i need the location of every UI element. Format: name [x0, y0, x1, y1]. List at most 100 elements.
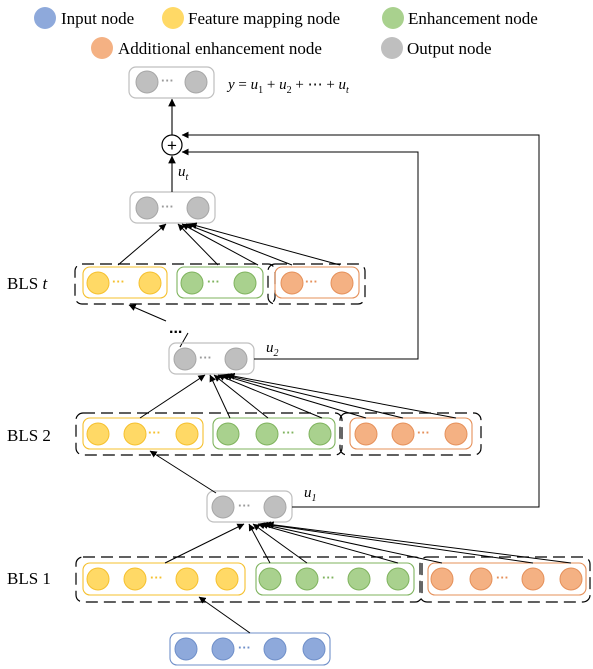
- output-node: [263, 495, 287, 519]
- bls-t-output-group: ···: [129, 191, 216, 224]
- bls-t-enhancement-group: ···: [176, 266, 264, 299]
- node-ellipsis: ···: [496, 570, 509, 585]
- enhancement-node: [308, 422, 332, 446]
- node-ellipsis: ···: [238, 640, 251, 655]
- u2-to-sum-connector: [181, 148, 419, 360]
- bls-t-additional-dashed-box: [267, 263, 366, 305]
- output-node: [173, 347, 197, 371]
- input-to-bls-1-arrow: [198, 596, 251, 634]
- bls-2-label: BLS 2: [7, 426, 51, 445]
- final-output-box: [128, 66, 215, 99]
- bls-2-output-group: ···: [168, 342, 255, 375]
- u1-label: u1: [304, 485, 317, 504]
- additional-node: [469, 567, 493, 591]
- legend-feature-label: Feature mapping node: [188, 9, 340, 28]
- node-ellipsis: ···: [161, 199, 174, 214]
- additional-node: [430, 567, 454, 591]
- enhancement-node: [386, 567, 410, 591]
- bls-1-dashed-box: [75, 556, 423, 603]
- feature-node: [123, 422, 147, 446]
- feature-node: [123, 567, 147, 591]
- input-group: ···: [169, 632, 331, 666]
- feature-node: [86, 422, 110, 446]
- legend-enhancement-swatch: [382, 7, 404, 29]
- enhancement-node: [216, 422, 240, 446]
- bls-2-enhancement-group: ···: [212, 417, 336, 450]
- final-output-group: ···: [128, 66, 215, 99]
- bls-2-additional-group: ···: [349, 417, 473, 450]
- ut-label: ut: [178, 164, 189, 183]
- legend-input-swatch: [34, 7, 56, 29]
- svg-text:+: +: [167, 136, 177, 155]
- output-node: [211, 495, 235, 519]
- bls-1-output-group: ···: [206, 490, 293, 523]
- node-ellipsis: ···: [417, 425, 430, 440]
- additional-node: [354, 422, 378, 446]
- legend-input-label: Input node: [61, 9, 134, 28]
- additional-node: [444, 422, 468, 446]
- node-ellipsis: ···: [150, 570, 163, 585]
- legend-additional-label: Additional enhancement node: [118, 39, 322, 58]
- input-node: [263, 637, 287, 661]
- u2-to-dots-line: [179, 332, 189, 348]
- additional-node: [391, 422, 415, 446]
- additional-node: [521, 567, 545, 591]
- bls-t-label: BLS t: [7, 274, 48, 293]
- u2-label: u2: [266, 340, 279, 359]
- output-node: [184, 70, 208, 94]
- bls-2-arrows: [139, 372, 457, 419]
- enhancement-node: [255, 422, 279, 446]
- legend-feature-swatch: [162, 7, 184, 29]
- additional-node: [559, 567, 583, 591]
- output-node: [135, 70, 159, 94]
- vertical-ellipsis: ...: [169, 320, 182, 337]
- legend-output-label: Output node: [407, 39, 492, 58]
- input-node: [302, 637, 326, 661]
- node-ellipsis: ···: [282, 425, 295, 440]
- output-node: [135, 196, 159, 220]
- enhancement-node: [180, 271, 204, 295]
- feature-node: [215, 567, 239, 591]
- bls-t-additional-group: ···: [274, 266, 360, 299]
- enhancement-node: [258, 567, 282, 591]
- bls-1-additional-group: ···: [427, 562, 587, 596]
- feature-node: [175, 422, 199, 446]
- bls-2-feature-group: ···: [82, 417, 204, 450]
- bls-1-feature-group: ···: [82, 562, 246, 596]
- node-ellipsis: ···: [207, 274, 220, 289]
- output-equation: y = u1 + u2 + ⋯ + ut: [226, 77, 349, 96]
- bls-1-additional-dashed-box: [419, 556, 591, 603]
- bls-2-dashed-box: [75, 412, 343, 456]
- output-node: [224, 347, 248, 371]
- node-ellipsis: ···: [322, 570, 335, 585]
- u1-to-bls-2-arrow: [149, 450, 217, 494]
- enhancement-node: [347, 567, 371, 591]
- bls-t-arrows: [117, 222, 341, 266]
- feature-node: [138, 271, 162, 295]
- bls-1-arrows: [164, 521, 572, 564]
- enhancement-node: [295, 567, 319, 591]
- bls-2-additional-dashed-box: [339, 412, 482, 456]
- node-ellipsis: ···: [199, 350, 212, 365]
- dots-to-bls-t-arrow: [128, 304, 167, 322]
- sum-node: +: [161, 134, 183, 156]
- bls-1-label: BLS 1: [7, 569, 51, 588]
- legend-additional-swatch: [91, 37, 113, 59]
- node-ellipsis: ···: [238, 498, 251, 513]
- node-ellipsis: ···: [161, 73, 174, 88]
- bls-t-feature-group: ···: [82, 266, 168, 299]
- feature-node: [86, 567, 110, 591]
- legend: Input node Feature mapping node Enhancem…: [34, 7, 538, 59]
- node-ellipsis: ···: [305, 274, 318, 289]
- legend-output-swatch: [381, 37, 403, 59]
- output-node: [186, 196, 210, 220]
- legend-enhancement-label: Enhancement node: [408, 9, 538, 28]
- feature-node: [86, 271, 110, 295]
- enhancement-node: [233, 271, 257, 295]
- additional-node: [280, 271, 304, 295]
- bls-1-enhancement-group: ···: [255, 562, 415, 596]
- input-node: [211, 637, 235, 661]
- node-ellipsis: ···: [148, 425, 161, 440]
- feature-node: [175, 567, 199, 591]
